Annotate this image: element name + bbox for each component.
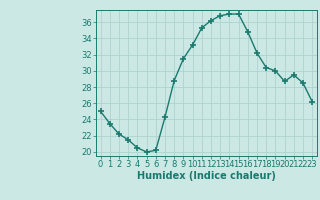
X-axis label: Humidex (Indice chaleur): Humidex (Indice chaleur) — [137, 171, 276, 181]
